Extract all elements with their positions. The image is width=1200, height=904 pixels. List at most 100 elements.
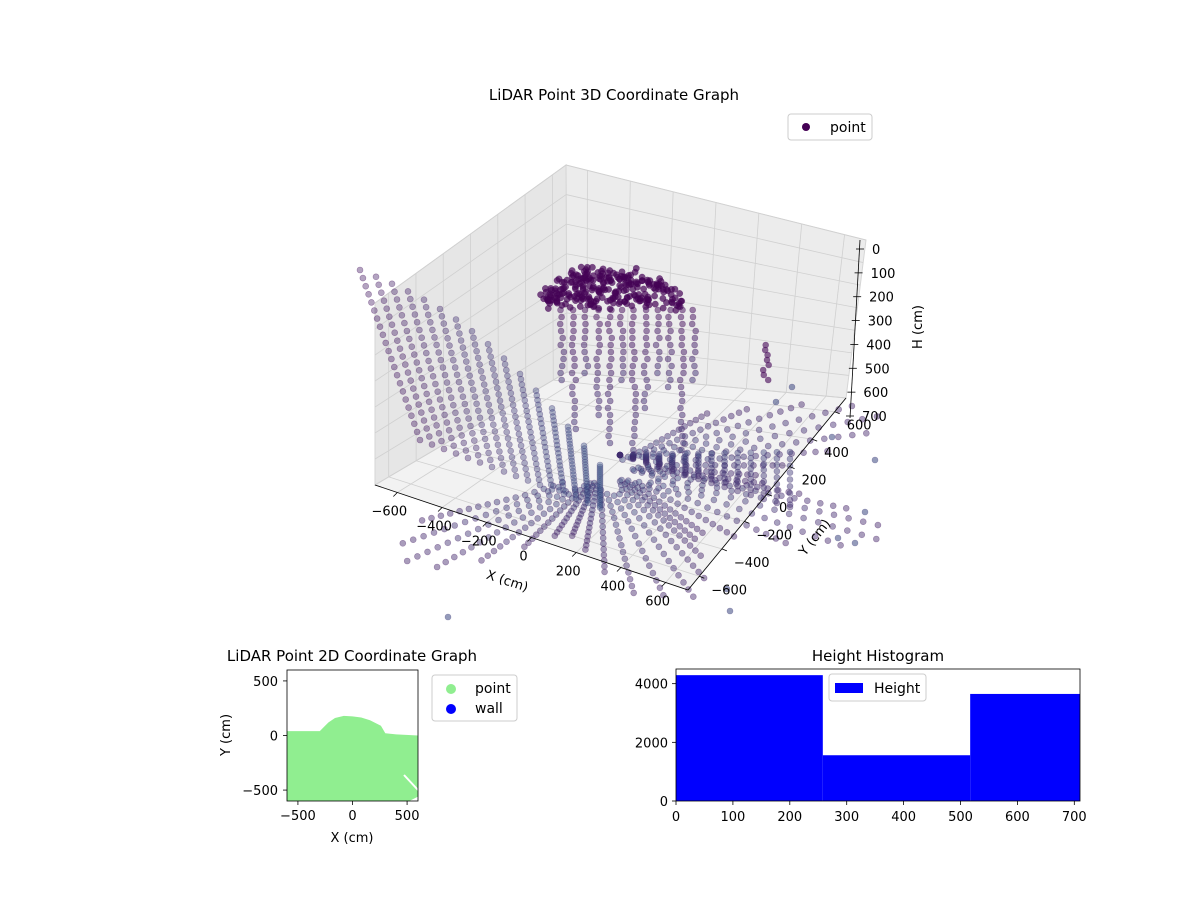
point: [528, 510, 534, 516]
point: [641, 363, 647, 369]
point: [519, 448, 525, 454]
point: [728, 494, 734, 500]
point: [787, 504, 793, 510]
point: [629, 321, 635, 327]
point: [368, 299, 374, 305]
point: [583, 356, 589, 362]
point: [483, 512, 489, 518]
point: [655, 328, 661, 334]
point: [537, 504, 543, 510]
point: [632, 384, 638, 390]
point: [620, 370, 626, 376]
point: [761, 473, 767, 479]
point: [401, 320, 407, 326]
point: [636, 479, 642, 485]
histogram-title: Height Histogram: [812, 647, 944, 665]
point: [389, 281, 395, 287]
point: [683, 518, 689, 524]
point: [678, 328, 684, 334]
point: [400, 540, 406, 546]
point: [561, 491, 567, 497]
point: [547, 506, 553, 512]
point: [496, 449, 502, 455]
point: [666, 522, 672, 528]
point: [617, 452, 623, 458]
point: [411, 421, 417, 427]
point: [619, 335, 625, 341]
point: [497, 543, 503, 549]
point: [466, 506, 472, 512]
point: [643, 460, 649, 466]
point: [631, 509, 637, 515]
point: [620, 328, 626, 334]
point: [414, 429, 420, 435]
point: [571, 419, 577, 425]
point: [596, 398, 602, 404]
point: [582, 328, 588, 334]
point: [571, 328, 577, 334]
point: [742, 478, 748, 484]
point: [560, 335, 566, 341]
point: [581, 275, 587, 281]
point: [558, 328, 564, 334]
point: [384, 306, 390, 312]
point: [554, 277, 560, 283]
point: [665, 356, 671, 362]
point: [728, 470, 734, 476]
point: [653, 342, 659, 348]
point: [455, 324, 461, 330]
point: [793, 439, 799, 445]
point: [821, 436, 827, 442]
point: [682, 505, 688, 511]
point: [596, 349, 602, 355]
point: [596, 307, 602, 313]
point: [416, 367, 422, 373]
point: [644, 328, 650, 334]
point: [605, 321, 611, 327]
point: [710, 521, 716, 527]
point: [617, 321, 623, 327]
point: [599, 518, 605, 524]
point: [680, 321, 686, 327]
point: [674, 437, 680, 443]
z-tick-label: 700: [862, 410, 887, 425]
z-tick-label: 100: [871, 267, 896, 282]
point: [437, 306, 443, 312]
point: [777, 409, 783, 415]
point: [656, 544, 662, 550]
point: [705, 505, 711, 511]
point: [677, 377, 683, 383]
point: [650, 570, 656, 576]
point: [690, 430, 696, 436]
point: [636, 541, 642, 547]
point: [689, 509, 695, 515]
point: [761, 484, 767, 490]
point: [799, 402, 805, 408]
point: [656, 349, 662, 355]
point: [490, 366, 496, 372]
point: [757, 436, 763, 442]
point: [504, 373, 510, 379]
point: [741, 454, 747, 460]
point: [506, 513, 512, 519]
point: [585, 500, 591, 506]
point: [468, 380, 474, 386]
point: [595, 370, 601, 376]
point: [656, 314, 662, 320]
point: [608, 370, 614, 376]
point: [546, 493, 552, 499]
point: [494, 499, 500, 505]
point: [505, 435, 511, 441]
y-tick-label: 4000: [635, 678, 668, 693]
z-axis-label-3d: H (cm): [911, 305, 926, 349]
point: [644, 356, 650, 362]
point: [629, 328, 635, 334]
point: [554, 494, 560, 500]
x-tick-label: 0: [348, 809, 356, 824]
point: [426, 399, 432, 405]
y-tick-label: −500: [242, 784, 278, 799]
point: [487, 457, 493, 463]
y-tick-label: −400: [734, 556, 770, 571]
